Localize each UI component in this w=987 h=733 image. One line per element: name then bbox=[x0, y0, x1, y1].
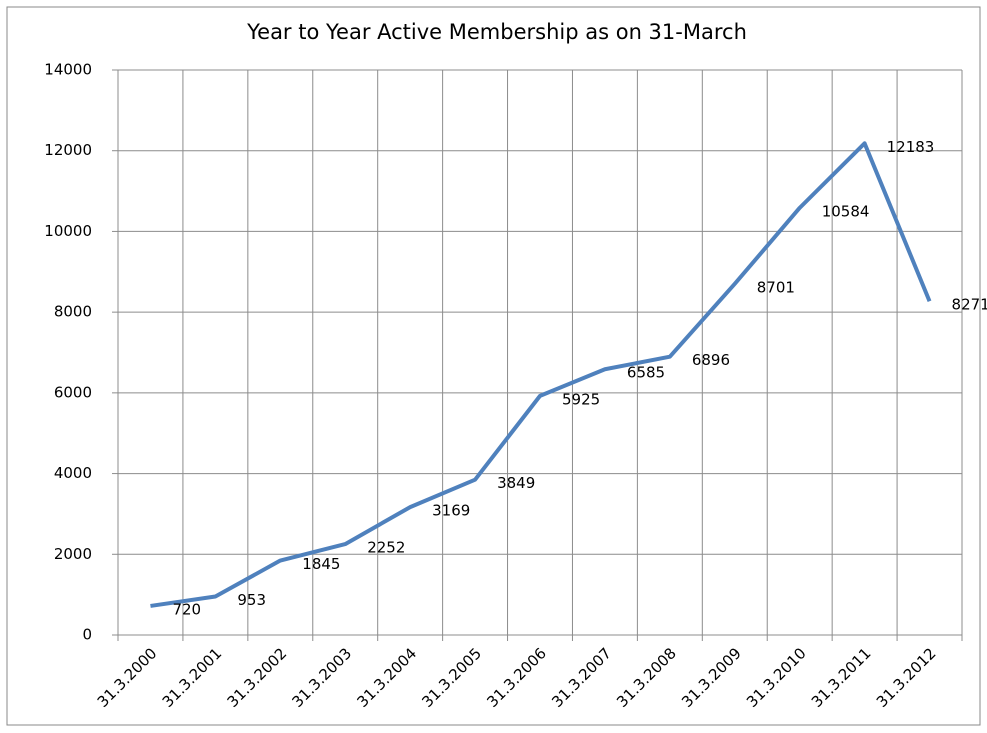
line bbox=[150, 141, 932, 608]
y-tick-label: 12000 bbox=[44, 141, 92, 159]
chart-title: Year to Year Active Membership as on 31-… bbox=[246, 20, 747, 44]
y-tick-label: 14000 bbox=[44, 61, 92, 79]
data-label: 10584 bbox=[822, 202, 870, 220]
y-tick-label: 2000 bbox=[54, 545, 92, 563]
data-label: 953 bbox=[237, 591, 266, 609]
chart-border bbox=[6, 6, 981, 726]
y-tick-label: 10000 bbox=[44, 222, 92, 240]
data-label: 3849 bbox=[497, 474, 535, 492]
y-tick-label: 4000 bbox=[54, 464, 92, 482]
data-label: 1845 bbox=[302, 555, 340, 573]
data-label: 6896 bbox=[692, 351, 730, 369]
data-label: 6585 bbox=[627, 364, 665, 382]
data-label: 8271 bbox=[952, 296, 987, 314]
y-tick-label: 0 bbox=[82, 626, 92, 644]
y-tick-label: 8000 bbox=[54, 303, 92, 321]
data-label: 5925 bbox=[562, 390, 600, 408]
data-label: 3169 bbox=[432, 502, 470, 520]
data-label: 2252 bbox=[367, 539, 405, 557]
data-label: 720 bbox=[172, 600, 201, 618]
data-label: 8701 bbox=[757, 278, 795, 296]
y-tick-label: 6000 bbox=[54, 383, 92, 401]
data-label: 12183 bbox=[887, 138, 935, 156]
